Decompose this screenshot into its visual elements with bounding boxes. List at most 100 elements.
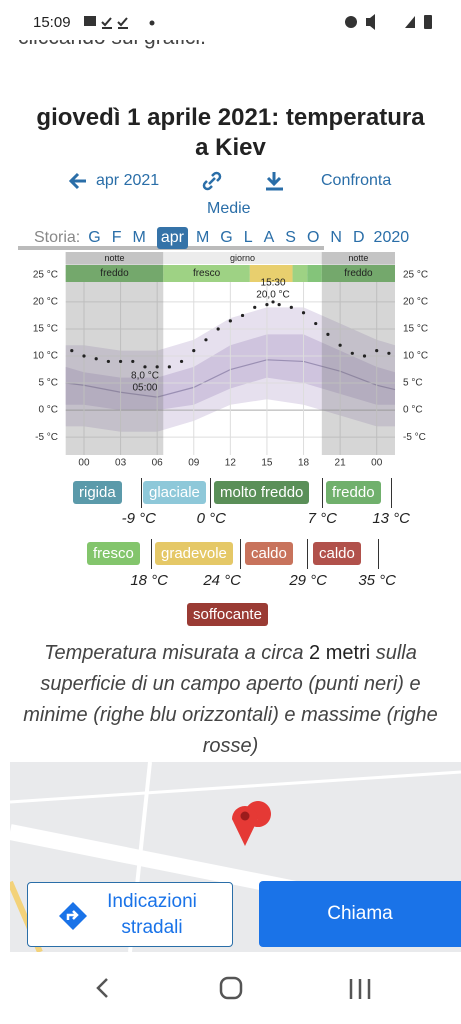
title-line: a Kiev [195, 134, 266, 161]
legend-chip: caldo [313, 542, 361, 565]
x-tick-label: 15 [261, 458, 273, 469]
month-item[interactable]: 2020 [373, 229, 410, 246]
month-item[interactable]: A [263, 229, 275, 246]
nav-bar [0, 955, 461, 1024]
threshold-separator [378, 539, 379, 569]
threshold-label: 0 °C [196, 510, 226, 527]
recents-button[interactable] [349, 979, 371, 999]
month-item[interactable]: M [195, 229, 210, 246]
x-tick-label: 21 [335, 458, 347, 469]
period-label: notte [348, 253, 368, 263]
x-tick-label: 18 [298, 458, 310, 469]
threshold-label: -9 °C [121, 510, 156, 527]
y-tick-label: 0 °C [403, 405, 423, 416]
month-item[interactable]: apr [156, 227, 188, 249]
temperature-point [82, 354, 86, 358]
directions-button[interactable]: Indicazioni stradali [27, 882, 233, 947]
night-shade [321, 252, 395, 455]
legend-chip: glaciale [143, 481, 206, 504]
legend-chip: freddo [326, 481, 381, 504]
month-item[interactable]: G [88, 229, 101, 246]
temperature-point [350, 351, 354, 355]
temperature-point [192, 349, 196, 353]
compare-link[interactable]: Confronta [321, 172, 392, 189]
chart: -5 °C -5 °C 0 °C 0 °C 5 °C 5 °C 10 °C 10 °C 15 °… [33, 252, 428, 469]
category-strip [249, 265, 293, 282]
period-strip [65, 252, 164, 264]
x-tick-label: 00 [78, 458, 90, 469]
y-tick-label: 20 °C [33, 297, 58, 308]
home-button[interactable] [219, 976, 243, 1000]
temperature-point [338, 343, 342, 347]
period-strip [163, 252, 322, 264]
threshold-label: 18 °C [130, 572, 168, 589]
title: giovedì 1 aprile 2021: temperatura a Kie… [0, 103, 461, 163]
y-tick-label: 5 °C [403, 378, 423, 389]
month-item[interactable]: G [220, 229, 233, 246]
month-item[interactable]: D [352, 229, 365, 246]
temperature-point [70, 349, 74, 353]
category-strip [307, 265, 322, 282]
threshold-separator [141, 478, 142, 508]
threshold-separator [240, 539, 241, 569]
threshold-label: 29 °C [289, 572, 327, 589]
temperature-point [118, 359, 123, 364]
month-item[interactable]: F [111, 229, 122, 246]
temperature-point [240, 313, 245, 318]
month-item[interactable]: O [306, 229, 320, 246]
threshold-label: 35 °C [358, 572, 396, 589]
y-tick-label: -5 °C [403, 432, 426, 443]
month-item[interactable]: N [330, 229, 342, 246]
threshold-label: 7 °C [307, 510, 337, 527]
temperature-point [362, 354, 367, 358]
link-icon[interactable] [200, 169, 224, 193]
x-tick-label: 00 [371, 458, 383, 469]
history-label: Storia: [34, 229, 81, 246]
category-label: fresco [193, 268, 221, 279]
directions-label: Indicazioni stradali [107, 891, 197, 938]
download-icon[interactable] [263, 169, 287, 193]
category-strip [163, 265, 250, 282]
temperature-point [228, 319, 232, 323]
threshold-separator [322, 478, 323, 508]
y-tick-label: 25 °C [403, 270, 428, 281]
temperature-point [155, 365, 159, 369]
y-tick-label: 5 °C [38, 378, 58, 389]
temperature-point [387, 351, 391, 355]
month-item[interactable]: S [285, 229, 296, 246]
temperature-point [289, 305, 293, 309]
note-text: Temperatura misurata a circa [44, 642, 310, 664]
directions-icon [59, 902, 87, 930]
call-button[interactable]: Chiama [259, 881, 461, 947]
y-tick-label: -5 °C [35, 432, 58, 443]
y-tick-label: 0 °C [38, 405, 58, 416]
temperature-point [265, 303, 269, 307]
category-label: freddo [100, 268, 129, 279]
temperature-point [167, 365, 171, 369]
month-item[interactable]: M [132, 229, 146, 246]
temperature-point [277, 303, 281, 307]
temperature-point [143, 365, 147, 369]
note-text: sulla superficie di un campo aperto (pun… [23, 642, 438, 757]
averages-link[interactable]: Medie [207, 200, 251, 217]
title-line: giovedì 1 aprile 2021: temperatura [36, 104, 425, 131]
threshold-label: 13 °C [372, 510, 410, 527]
temperature-point [314, 321, 318, 326]
period-strip [321, 252, 395, 264]
temperature-point [301, 311, 306, 315]
threshold-separator [151, 539, 152, 569]
month-item[interactable]: L [243, 229, 253, 246]
legend-chip: soffocante [187, 603, 268, 626]
month-link[interactable]: apr 2021 [96, 172, 160, 189]
temperature-point [253, 305, 257, 309]
back-arrow[interactable] [66, 170, 90, 192]
x-tick-label: 09 [188, 458, 200, 469]
y-tick-label: 25 °C [33, 270, 58, 281]
note: Temperatura misurata a circa 2 metri sul… [20, 638, 441, 762]
category-strip [65, 265, 164, 282]
threshold-label: 24 °C [203, 572, 241, 589]
temperature-point [179, 359, 184, 364]
back-button[interactable] [96, 978, 108, 998]
